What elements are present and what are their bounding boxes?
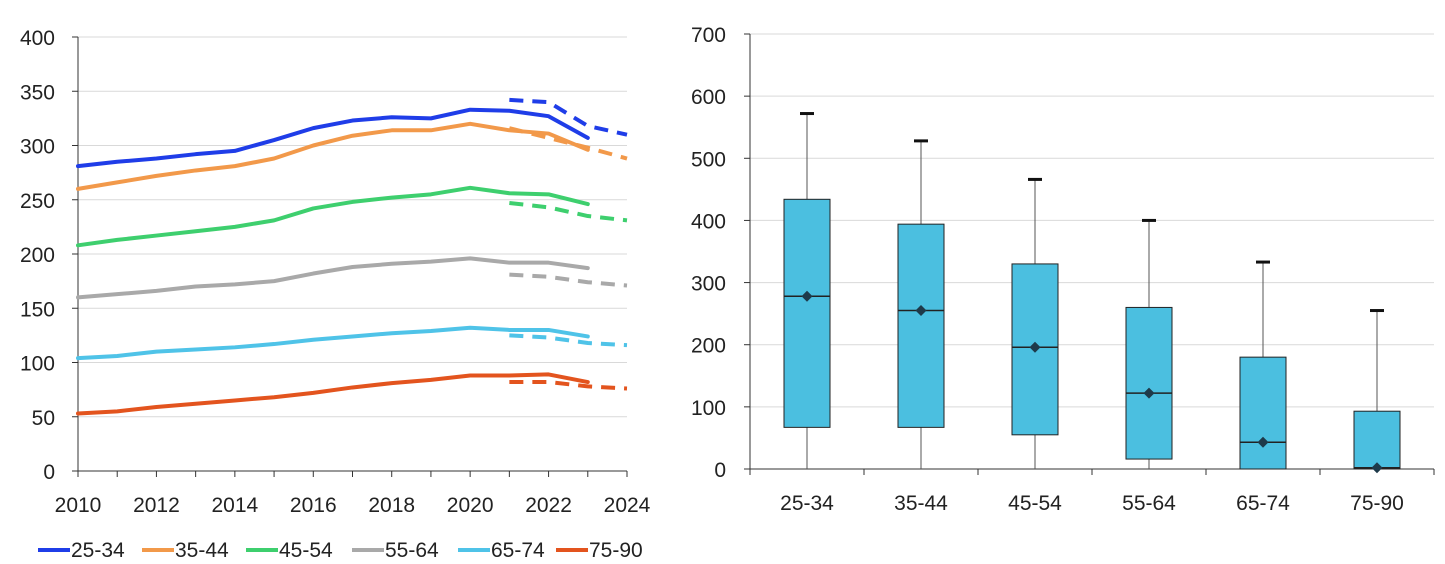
x-tick-label: 2016: [290, 494, 337, 517]
y-tick-label: 0: [714, 459, 726, 482]
x-tick-label: 2024: [604, 494, 651, 517]
legend-label-65-74: 65-74: [491, 539, 545, 562]
box-75-90: [1353, 410, 1401, 470]
y-tick-label: 700: [691, 24, 726, 47]
y-tick-label: 50: [32, 407, 55, 430]
x-tick-label: 25-34: [780, 492, 834, 515]
series-line-25-34: [76, 107, 590, 169]
y-tick-label: 300: [691, 273, 726, 296]
y-tick-label: 200: [20, 244, 55, 267]
mean-marker-35-44: [915, 305, 927, 317]
legend-label-55-64: 55-64: [385, 539, 439, 562]
y-tick-label: 150: [20, 298, 55, 321]
legend-label-25-34: 25-34: [71, 539, 125, 562]
x-tick-label: 2012: [133, 494, 180, 517]
series-projection-25-34: [509, 97, 628, 137]
y-tick-label: 200: [691, 335, 726, 358]
legend-label-35-44: 35-44: [175, 539, 229, 562]
box-25-34: [783, 198, 831, 428]
x-tick-label: 35-44: [894, 492, 948, 515]
x-tick-label: 2010: [55, 494, 102, 517]
y-tick-label: 300: [20, 136, 55, 159]
mean-marker-45-54: [1029, 341, 1041, 353]
x-tick-label: 75-90: [1350, 492, 1404, 515]
box-plot-chart: 0 100 200 300 400 500 600 700 25-34 35-44 45-54 55-…: [691, 24, 1435, 515]
y-tick-label: 400: [20, 27, 55, 50]
line-chart: 0 50 100 150 200 250 300 350 400 2010 2012 2014 2016…: [20, 27, 651, 562]
series-line-35-44: [76, 121, 590, 191]
mean-marker-65-74: [1257, 436, 1269, 448]
series-line-65-74: [76, 325, 590, 361]
series-projection-35-44: [508, 126, 628, 161]
series-line-55-64: [76, 256, 590, 300]
series-line-45-54: [76, 185, 590, 248]
x-tick-label: 2022: [525, 494, 572, 517]
series-projection-45-54: [509, 201, 628, 223]
box-65-74: [1239, 356, 1287, 470]
y-tick-label: 600: [691, 86, 726, 109]
y-tick-label: 350: [20, 81, 55, 104]
series-projection-65-74: [509, 333, 628, 348]
y-tick-label: 500: [691, 148, 726, 171]
x-tick-label: 45-54: [1008, 492, 1062, 515]
y-tick-label: 400: [691, 210, 726, 233]
mean-marker-25-34: [801, 290, 813, 302]
series-projection-75-90: [509, 380, 628, 391]
mean-marker-55-64: [1143, 387, 1155, 399]
box-35-44: [897, 223, 945, 428]
x-tick-label: 2018: [368, 494, 415, 517]
x-tick-label: 2014: [211, 494, 258, 517]
y-tick-label: 100: [691, 397, 726, 420]
mean-marker-75-90: [1371, 462, 1383, 474]
box-55-64: [1125, 306, 1173, 460]
x-tick-label: 55-64: [1122, 492, 1176, 515]
x-tick-label: 65-74: [1236, 492, 1290, 515]
y-tick-label: 0: [43, 461, 55, 484]
x-tick-label: 2020: [447, 494, 494, 517]
series-projection-55-64: [509, 272, 628, 288]
series-line-75-90: [76, 372, 590, 416]
y-tick-label: 100: [20, 353, 55, 376]
legend-label-75-90: 75-90: [589, 539, 643, 562]
legend-label-45-54: 45-54: [279, 539, 333, 562]
y-tick-label: 250: [20, 190, 55, 213]
